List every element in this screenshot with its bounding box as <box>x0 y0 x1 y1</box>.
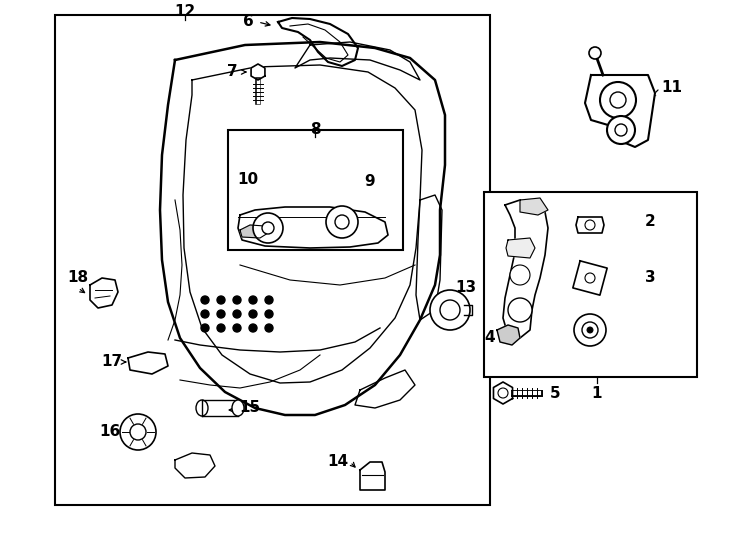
Circle shape <box>120 414 156 450</box>
Circle shape <box>201 324 209 332</box>
Circle shape <box>326 206 358 238</box>
Text: 17: 17 <box>101 354 123 369</box>
Circle shape <box>589 47 601 59</box>
Circle shape <box>607 116 635 144</box>
Polygon shape <box>506 238 535 258</box>
Circle shape <box>217 296 225 304</box>
Circle shape <box>217 310 225 318</box>
Circle shape <box>582 322 598 338</box>
Text: 13: 13 <box>455 280 476 295</box>
Circle shape <box>249 310 257 318</box>
Circle shape <box>587 327 593 333</box>
Polygon shape <box>520 198 548 215</box>
Circle shape <box>585 220 595 230</box>
Circle shape <box>130 424 146 440</box>
Circle shape <box>249 296 257 304</box>
Bar <box>245 130 385 250</box>
Polygon shape <box>251 64 265 80</box>
Text: 2: 2 <box>644 214 655 230</box>
Text: 10: 10 <box>237 172 258 187</box>
Text: 8: 8 <box>310 123 320 138</box>
Circle shape <box>585 273 595 283</box>
Polygon shape <box>493 382 512 404</box>
Ellipse shape <box>232 400 244 416</box>
Circle shape <box>510 265 530 285</box>
Circle shape <box>201 296 209 304</box>
Circle shape <box>249 324 257 332</box>
Circle shape <box>262 222 274 234</box>
Bar <box>228 130 403 250</box>
Bar <box>55 15 490 505</box>
Text: 15: 15 <box>239 401 261 415</box>
Polygon shape <box>175 453 215 478</box>
Polygon shape <box>585 75 655 147</box>
Bar <box>484 192 697 377</box>
Text: 1: 1 <box>592 386 603 401</box>
Circle shape <box>610 92 626 108</box>
Text: 12: 12 <box>175 4 196 19</box>
Circle shape <box>508 298 532 322</box>
Text: 11: 11 <box>661 80 683 96</box>
Text: 4: 4 <box>484 330 495 346</box>
Circle shape <box>233 310 241 318</box>
Polygon shape <box>497 325 520 345</box>
Circle shape <box>233 296 241 304</box>
Ellipse shape <box>196 400 208 416</box>
Polygon shape <box>573 261 607 295</box>
Text: 16: 16 <box>99 424 120 440</box>
Text: 3: 3 <box>644 271 655 286</box>
Circle shape <box>233 324 241 332</box>
Circle shape <box>201 310 209 318</box>
Circle shape <box>615 124 627 136</box>
Circle shape <box>600 82 636 118</box>
Text: 9: 9 <box>365 174 375 190</box>
Text: 7: 7 <box>227 64 237 79</box>
Polygon shape <box>128 352 168 374</box>
Text: 6: 6 <box>243 15 253 30</box>
Polygon shape <box>576 217 604 233</box>
Text: 14: 14 <box>327 455 349 469</box>
Circle shape <box>253 213 283 243</box>
Polygon shape <box>360 462 385 490</box>
Circle shape <box>335 215 349 229</box>
Circle shape <box>430 290 470 330</box>
Circle shape <box>265 324 273 332</box>
Circle shape <box>440 300 460 320</box>
Text: 18: 18 <box>68 271 89 286</box>
Bar <box>260 143 370 236</box>
Circle shape <box>498 388 508 398</box>
Polygon shape <box>240 225 268 238</box>
Circle shape <box>265 310 273 318</box>
Polygon shape <box>503 200 548 338</box>
Text: 5: 5 <box>550 386 560 401</box>
Circle shape <box>217 324 225 332</box>
Circle shape <box>265 296 273 304</box>
Circle shape <box>574 314 606 346</box>
